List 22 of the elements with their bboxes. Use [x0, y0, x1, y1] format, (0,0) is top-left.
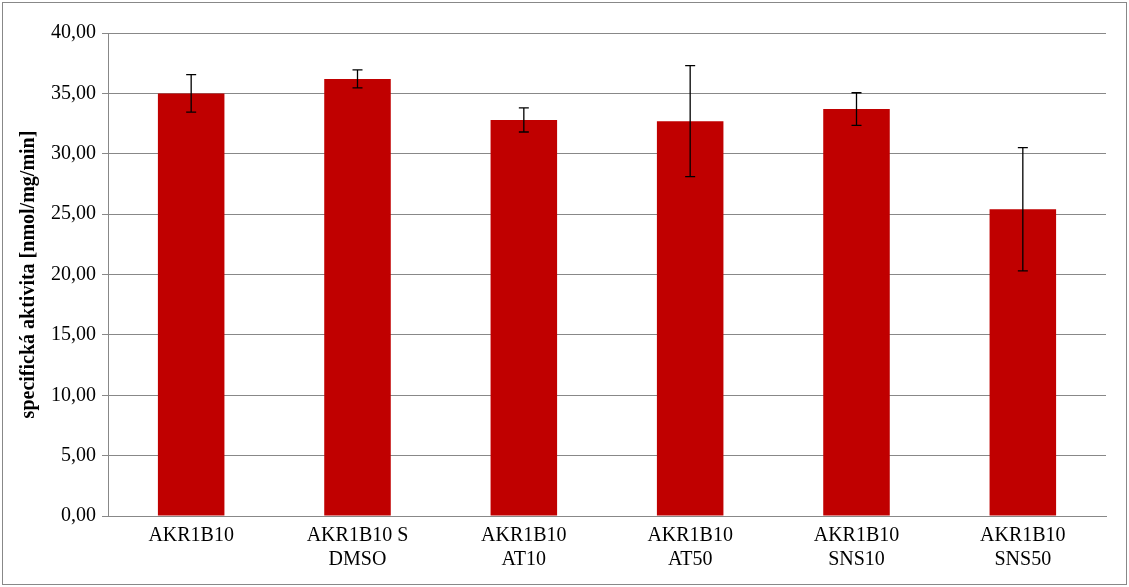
bar — [324, 78, 391, 516]
bar — [490, 119, 558, 516]
bar — [656, 121, 724, 516]
y-tick-label: 30,00 — [51, 141, 96, 163]
bar — [823, 109, 890, 516]
y-tick-label: 15,00 — [51, 322, 96, 345]
y-tick-label: 5,00 — [61, 442, 96, 465]
x-tick-label: AKR1B10 SNS50 — [980, 523, 1066, 570]
bar — [989, 209, 1057, 516]
x-tick-label: AKR1B10 SNS10 — [813, 523, 900, 570]
y-tick-label: 10,00 — [51, 382, 96, 405]
y-tick-label: 0,00 — [61, 503, 96, 526]
y-tick-label: 40,00 — [51, 20, 96, 43]
y-axis-title: specifická aktivita [nmol/mg/min] — [16, 130, 40, 419]
y-tick-label: 35,00 — [51, 80, 96, 103]
y-tick-label: 25,00 — [51, 201, 96, 224]
x-tick-label: AKR1B10 AT50 — [647, 523, 733, 570]
x-tick-label: AKR1B10 S DMSO — [306, 523, 409, 570]
bar — [157, 93, 225, 516]
x-tick-label: AKR1B10 — [148, 523, 234, 546]
x-tick-label: AKR1B10 AT10 — [481, 523, 567, 570]
y-tick-label: 20,00 — [51, 261, 96, 284]
